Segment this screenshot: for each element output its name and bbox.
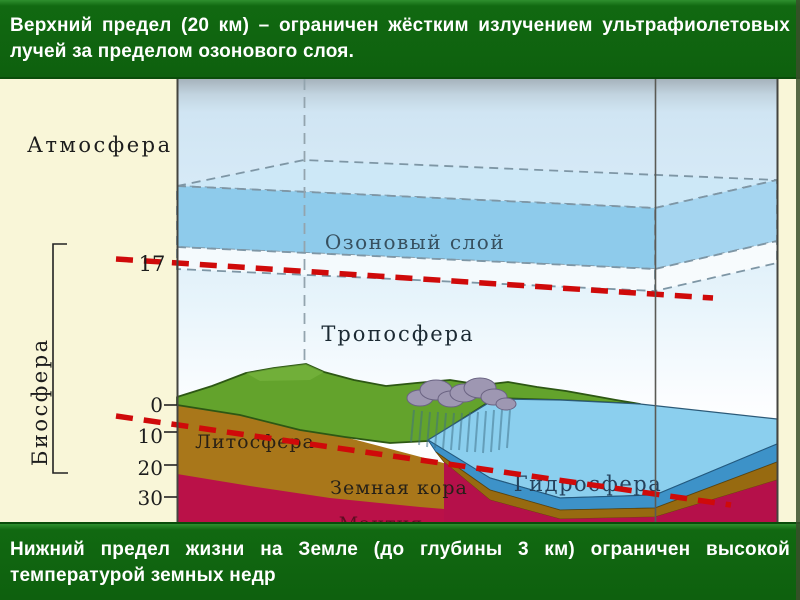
atmosphere-label: Атмосфера xyxy=(27,133,173,157)
depth-tick-10: 10 xyxy=(138,424,163,448)
water-block xyxy=(427,398,778,522)
land-green-highlight xyxy=(246,364,324,381)
biosphere-diagram: Озоновый слой 17 Тропосфера xyxy=(27,79,779,522)
troposphere-label: Тропосфера xyxy=(321,322,474,346)
seabed-crimson-band xyxy=(444,462,777,522)
ozone-layer-label: Озоновый слой xyxy=(325,230,505,254)
depth-scale-numbers: 0 10 20 30 xyxy=(138,393,163,510)
mantle-layer xyxy=(177,474,570,522)
mantle-label: Мантия xyxy=(339,513,424,522)
biosphere-label: Биосфера xyxy=(28,337,52,466)
slide-right-edge xyxy=(796,0,800,600)
top-banner-text: Верхний предел (20 км) – ограничен жёстк… xyxy=(10,15,790,63)
bottom-banner-text: Нижний предел жизни на Земле (до глубины… xyxy=(10,539,790,587)
rain-clouds xyxy=(406,377,517,411)
lower-limit-line xyxy=(115,413,732,508)
lithosphere-label: Литосфера xyxy=(195,431,315,453)
bottom-banner: Нижний предел жизни на Земле (до глубины… xyxy=(0,522,800,600)
upper-limit-line xyxy=(115,256,714,301)
upper-limit-value: 17 xyxy=(139,252,166,276)
depth-tick-30: 30 xyxy=(138,486,163,510)
tropopause-side-face xyxy=(654,239,778,293)
biosphere-bracket xyxy=(52,243,68,474)
top-banner: Верхний предел (20 км) – ограничен жёстк… xyxy=(0,0,800,79)
rain-streaks xyxy=(410,409,511,454)
depth-tick-0: 0 xyxy=(150,393,163,417)
depth-scale-ticks xyxy=(164,404,177,498)
earth-crust-label: Земная кора xyxy=(330,477,468,499)
depth-tick-20: 20 xyxy=(138,456,163,480)
